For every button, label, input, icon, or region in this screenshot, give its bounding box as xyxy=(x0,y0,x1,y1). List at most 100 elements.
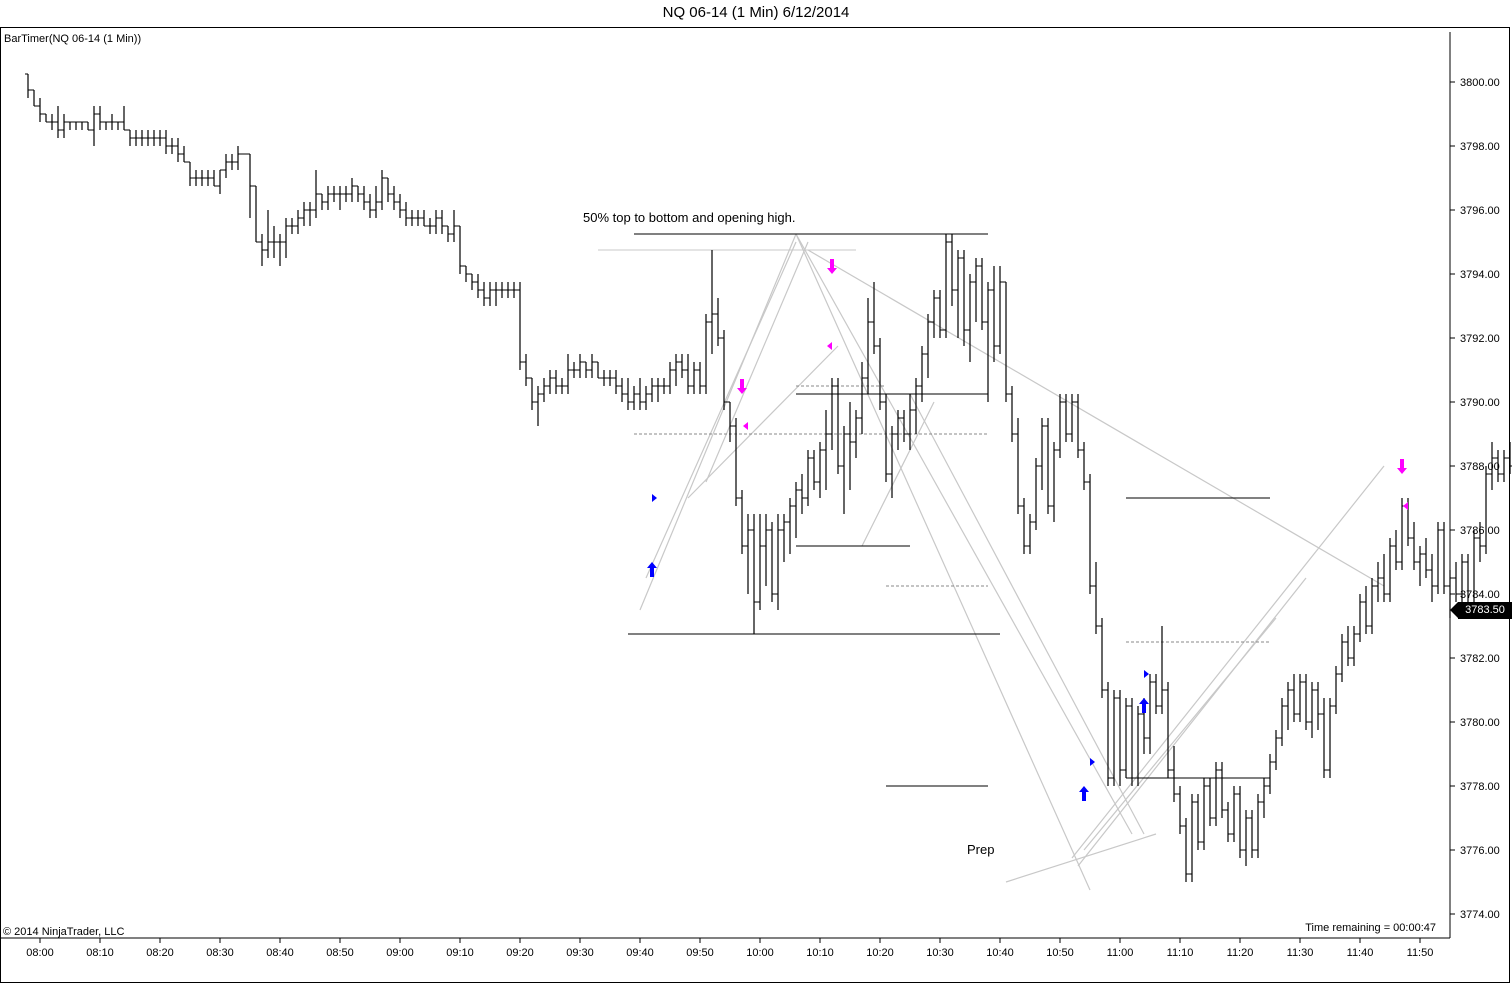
time-axis[interactable]: 08:00 08:10 08:20 08:30 08:40 08:50 09:00 09:10… xyxy=(26,938,1433,959)
ohlc-bar xyxy=(1009,386,1015,442)
ohlc-bar xyxy=(679,354,685,378)
ohlc-bar xyxy=(937,290,943,338)
ohlc-bar xyxy=(475,274,481,298)
ohlc-bar xyxy=(991,266,997,362)
sell-marker-icon xyxy=(743,422,748,430)
ohlc-bar xyxy=(907,394,913,450)
ohlc-bar xyxy=(193,170,199,186)
ohlc-bar xyxy=(1195,794,1201,850)
ohlc-bar xyxy=(853,410,859,458)
price-axis[interactable]: 3774.00 3776.00 3778.00 3780.00 3782.00 3784.… xyxy=(1450,77,1500,921)
x-tick-label: 08:40 xyxy=(266,947,294,959)
ohlc-bar xyxy=(487,282,493,306)
ohlc-bar xyxy=(451,210,457,242)
trend-line xyxy=(1083,617,1277,851)
ohlc-bar xyxy=(865,298,871,394)
ohlc-bar xyxy=(331,186,337,202)
ohlc-bar xyxy=(499,282,505,298)
ohlc-bars xyxy=(25,73,1512,882)
ohlc-bar xyxy=(781,514,787,562)
annotation-note[interactable]: 50% top to bottom and opening high. xyxy=(583,210,796,225)
ohlc-bar xyxy=(565,354,571,394)
ohlc-bar xyxy=(445,225,451,242)
x-tick-label: 11:20 xyxy=(1227,947,1254,959)
buy-arrow-icon xyxy=(1079,786,1089,801)
ohlc-bar xyxy=(1357,594,1363,642)
ohlc-bar xyxy=(775,514,781,610)
ohlc-bar xyxy=(817,442,823,498)
ohlc-bar xyxy=(943,234,949,338)
ohlc-bar xyxy=(415,210,421,226)
trend-line xyxy=(687,345,839,499)
ohlc-bar xyxy=(613,370,619,394)
ohlc-bar xyxy=(151,130,157,146)
ohlc-bar xyxy=(367,194,373,218)
ohlc-bar xyxy=(25,73,31,98)
ohlc-bar xyxy=(523,354,529,386)
ohlc-bar xyxy=(1411,522,1417,570)
ohlc-bar xyxy=(733,418,739,506)
ohlc-bar xyxy=(547,370,553,394)
y-tick-label: 3788.00 xyxy=(1460,461,1500,473)
ohlc-bar xyxy=(421,210,427,227)
x-tick-label: 09:10 xyxy=(446,947,474,959)
buy-arrow-icon xyxy=(647,562,657,577)
ohlc-bar xyxy=(535,386,541,426)
level-lines[interactable] xyxy=(598,233,1270,787)
ohlc-bar xyxy=(1177,786,1183,834)
ohlc-bar xyxy=(721,330,727,410)
ohlc-bar xyxy=(439,210,445,234)
trend-lines[interactable] xyxy=(639,233,1385,891)
ohlc-bar xyxy=(505,282,511,298)
ohlc-bar xyxy=(949,234,955,306)
ohlc-bar xyxy=(751,514,757,634)
ohlc-bar xyxy=(829,378,835,450)
ohlc-bar xyxy=(1501,450,1507,482)
ohlc-bar xyxy=(715,298,721,346)
ohlc-bar xyxy=(181,146,187,163)
ohlc-bar xyxy=(1375,562,1381,602)
ohlc-bar xyxy=(1489,442,1495,490)
ohlc-bar xyxy=(385,177,391,202)
ohlc-bar xyxy=(577,354,583,378)
ohlc-bar xyxy=(1285,682,1291,730)
ohlc-bar xyxy=(685,354,691,394)
ohlc-bar xyxy=(235,146,241,170)
ohlc-bar xyxy=(1027,514,1033,554)
trend-line xyxy=(861,401,935,547)
ohlc-bar xyxy=(1327,698,1333,778)
ohlc-bar xyxy=(1231,786,1237,842)
ohlc-bar xyxy=(1165,682,1171,778)
ohlc-bar xyxy=(697,362,703,394)
ohlc-bar xyxy=(769,522,775,602)
trend-line xyxy=(807,249,1385,587)
ohlc-bar xyxy=(169,138,175,154)
x-tick-label: 08:00 xyxy=(26,947,54,959)
y-tick-label: 3782.00 xyxy=(1460,653,1500,665)
ohlc-bar xyxy=(217,169,223,194)
ohlc-bar xyxy=(157,130,163,146)
y-tick-label: 3784.00 xyxy=(1460,589,1500,601)
annotation-prep[interactable]: Prep xyxy=(967,842,995,857)
ohlc-bar xyxy=(673,354,679,386)
ohlc-bar xyxy=(1237,786,1243,858)
x-tick-label: 10:40 xyxy=(986,947,1014,959)
ohlc-bar xyxy=(1483,466,1489,554)
ohlc-bar xyxy=(1153,674,1159,714)
ohlc-bar xyxy=(1495,450,1501,482)
chart-frame xyxy=(0,27,1510,983)
ohlc-bar xyxy=(691,362,697,394)
ohlc-bar xyxy=(211,170,217,187)
ohlc-bar xyxy=(187,161,193,186)
ohlc-bar xyxy=(1129,698,1135,786)
x-tick-label: 11:40 xyxy=(1347,947,1374,959)
ohlc-bar xyxy=(1315,682,1321,730)
ohlc-bar xyxy=(823,410,829,490)
ohlc-bar xyxy=(427,218,433,234)
buy-arrow-icon xyxy=(1139,698,1149,713)
ohlc-bar xyxy=(481,282,487,306)
ohlc-bar xyxy=(517,282,523,370)
ohlc-bar xyxy=(295,210,301,234)
ohlc-bar xyxy=(1033,458,1039,530)
